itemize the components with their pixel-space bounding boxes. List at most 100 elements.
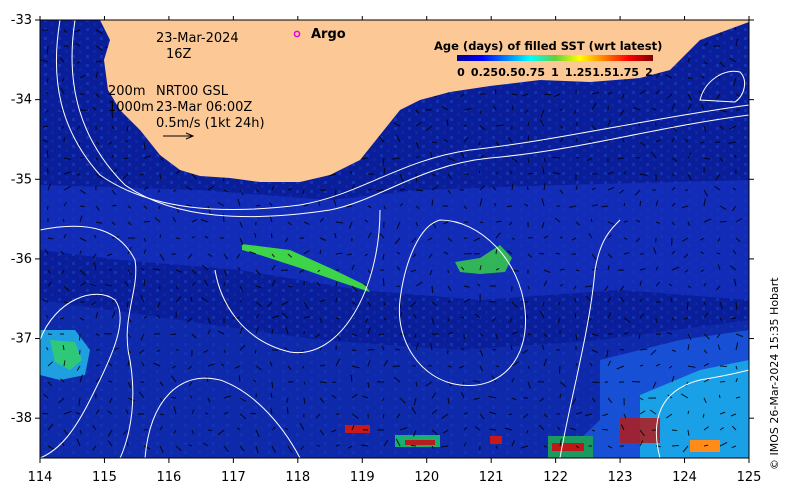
current-vector	[735, 342, 739, 351]
current-vector	[267, 301, 273, 308]
current-vector	[351, 285, 358, 292]
current-vector	[127, 397, 136, 402]
current-vector	[735, 218, 742, 223]
current-vector	[239, 221, 243, 228]
current-vector	[520, 445, 529, 449]
current-vector	[143, 237, 147, 242]
current-vector	[477, 283, 481, 287]
current-vector	[652, 381, 657, 389]
current-vector	[175, 445, 182, 452]
current-vector	[473, 380, 481, 383]
current-vector	[602, 428, 609, 431]
current-vector	[687, 410, 690, 415]
current-vector	[351, 424, 355, 431]
current-vector	[186, 317, 193, 323]
current-vector	[473, 397, 481, 400]
current-vector	[284, 427, 289, 431]
x-tick-label: 123	[608, 470, 633, 485]
current-vector	[410, 269, 417, 273]
current-vector	[447, 397, 450, 404]
current-vector	[463, 285, 470, 288]
current-vector	[495, 365, 500, 368]
current-vector	[527, 333, 532, 336]
current-vector	[76, 61, 81, 64]
current-vector	[431, 301, 437, 306]
current-vector	[729, 265, 737, 271]
current-vector	[559, 108, 564, 111]
current-vector	[543, 93, 551, 96]
current-vector	[730, 317, 737, 320]
current-vector	[714, 185, 721, 191]
x-tick-label: 120	[414, 470, 439, 485]
current-vector	[255, 189, 259, 193]
current-vector	[543, 358, 547, 367]
current-vector	[655, 317, 657, 323]
current-vector	[411, 407, 417, 415]
current-vector	[203, 442, 209, 447]
current-vector	[733, 77, 737, 86]
current-vector	[303, 397, 306, 404]
current-vector	[588, 233, 593, 239]
current-vector	[479, 125, 486, 130]
current-vector	[175, 205, 180, 213]
current-vector	[127, 269, 132, 276]
current-vector	[415, 221, 418, 227]
current-vector	[287, 445, 293, 453]
current-vector	[316, 281, 321, 287]
current-vector	[95, 221, 103, 224]
current-vector	[623, 237, 628, 240]
current-vector	[42, 125, 49, 128]
current-vector	[396, 221, 401, 230]
current-vector	[207, 317, 211, 324]
current-vector	[719, 365, 727, 367]
current-vector	[126, 125, 129, 132]
current-vector	[463, 426, 468, 431]
current-vector	[717, 264, 721, 271]
current-vector	[687, 365, 696, 368]
current-vector	[441, 445, 449, 448]
current-vector	[415, 173, 418, 182]
colorbar-tick-label: 0.25	[471, 66, 498, 79]
current-vector	[703, 378, 710, 383]
current-vector	[716, 93, 721, 100]
colorbar-tick-label: 1.25	[565, 66, 592, 79]
current-vector	[492, 348, 497, 351]
map-frame	[39, 19, 750, 459]
current-vector	[58, 56, 65, 63]
colorbar-title: Age (days) of filled SST (wrt latest)	[434, 39, 662, 53]
current-vector	[559, 365, 561, 374]
current-vector	[719, 157, 724, 162]
current-vector	[575, 362, 578, 367]
isobath-200m	[55, 20, 749, 211]
current-vector	[111, 168, 118, 175]
current-vector	[351, 314, 355, 319]
current-vector	[511, 378, 515, 383]
current-vector	[335, 297, 338, 303]
current-vector	[383, 167, 386, 175]
colorbar-tick-label: 0.75	[518, 66, 545, 79]
current-vector	[107, 410, 113, 415]
current-vector	[523, 413, 529, 419]
current-vector	[365, 317, 369, 324]
current-vector	[107, 361, 113, 367]
current-vector	[527, 365, 531, 369]
current-vector	[571, 237, 577, 241]
current-vector	[573, 285, 577, 290]
current-vector	[79, 374, 83, 383]
y-tick-label: -34	[11, 93, 32, 108]
current-vector	[526, 429, 529, 434]
current-vector	[443, 221, 449, 225]
current-vector	[92, 425, 97, 431]
current-vector	[591, 102, 597, 111]
current-vector	[539, 310, 545, 319]
current-vector	[666, 93, 673, 99]
x-tick-label: 115	[92, 470, 117, 485]
current-vector	[383, 359, 389, 367]
current-vector	[127, 381, 132, 389]
current-vector	[415, 342, 419, 351]
current-vector	[125, 139, 129, 143]
current-vector	[79, 281, 87, 287]
current-vector	[639, 200, 642, 207]
current-vector	[415, 189, 424, 192]
current-vector	[126, 301, 129, 308]
